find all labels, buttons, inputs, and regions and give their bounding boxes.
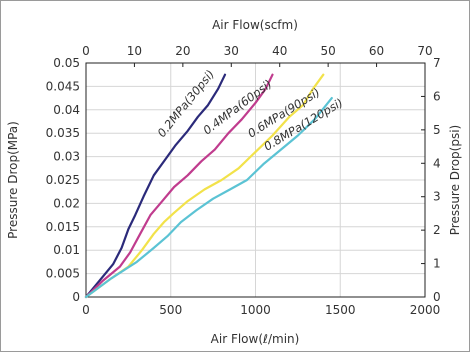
x-tick-label-bottom: 2000 <box>410 303 441 317</box>
y-tick-label-left: 0.04 <box>53 103 80 117</box>
x-tick-label-top: 40 <box>272 44 287 58</box>
y-tick-label-right: 3 <box>433 190 441 204</box>
y-tick-label-right: 4 <box>433 156 441 170</box>
series-line-1 <box>84 73 227 299</box>
y-tick-label-right: 1 <box>433 257 441 271</box>
series-line-4 <box>84 96 333 299</box>
x-tick-label-top: 60 <box>369 44 384 58</box>
y-tick-label-left: 0.045 <box>46 79 80 93</box>
pressure-drop-chart: 0 0.005 0.01 0.015 0.02 0.025 0.03 0.035 0.04 0.0… <box>6 18 462 346</box>
y-tick-label-left: 0 <box>72 290 80 304</box>
x-tick-label-bottom: 1500 <box>325 303 356 317</box>
y-tick-label-right: 5 <box>433 123 441 137</box>
y-tick-label-right: 2 <box>433 223 441 237</box>
y-tick-label-left: 0.02 <box>53 196 80 210</box>
x-tick-label-bottom: 1000 <box>240 303 271 317</box>
y-tick-label-right: 6 <box>433 89 441 103</box>
y-tick-label-left: 0.025 <box>46 173 80 187</box>
x-tick-label-top: 10 <box>127 44 142 58</box>
plot-area <box>85 62 426 298</box>
x-tick-label-top: 30 <box>224 44 239 58</box>
x-axis-bottom-label: Air Flow(ℓ/min) <box>211 332 300 346</box>
x-tick-label-top: 20 <box>175 44 190 58</box>
series-line-3 <box>84 73 325 299</box>
x-tick-label-bottom: 0 <box>82 303 90 317</box>
y-tick-label-right: 0 <box>433 290 441 304</box>
series-line-2 <box>84 73 274 299</box>
y-tick-label-left: 0.035 <box>46 126 80 140</box>
y-tick-label-left: 0.015 <box>46 220 80 234</box>
x-tick-label-top: 0 <box>82 44 90 58</box>
y-tick-label-right: 7 <box>433 56 441 70</box>
y-tick-label-left: 0.03 <box>53 150 80 164</box>
y-tick-label-left: 0.01 <box>53 243 80 257</box>
x-tick-label-top: 50 <box>321 44 336 58</box>
x-axis-top-label: Air Flow(scfm) <box>212 18 298 32</box>
y-axis-left-label: Pressure Drop(MPa) <box>6 121 20 239</box>
y-tick-label-left: 0.005 <box>46 267 80 281</box>
x-tick-label-top: 70 <box>417 44 432 58</box>
y-axis-right-label: Pressure Drop(psi) <box>448 125 462 236</box>
axes: 0 0.005 0.01 0.015 0.02 0.025 0.03 0.035 0.04 0.0… <box>46 44 441 317</box>
series-lines <box>84 73 333 299</box>
x-tick-label-bottom: 500 <box>159 303 182 317</box>
y-tick-label-left: 0.05 <box>53 56 80 70</box>
